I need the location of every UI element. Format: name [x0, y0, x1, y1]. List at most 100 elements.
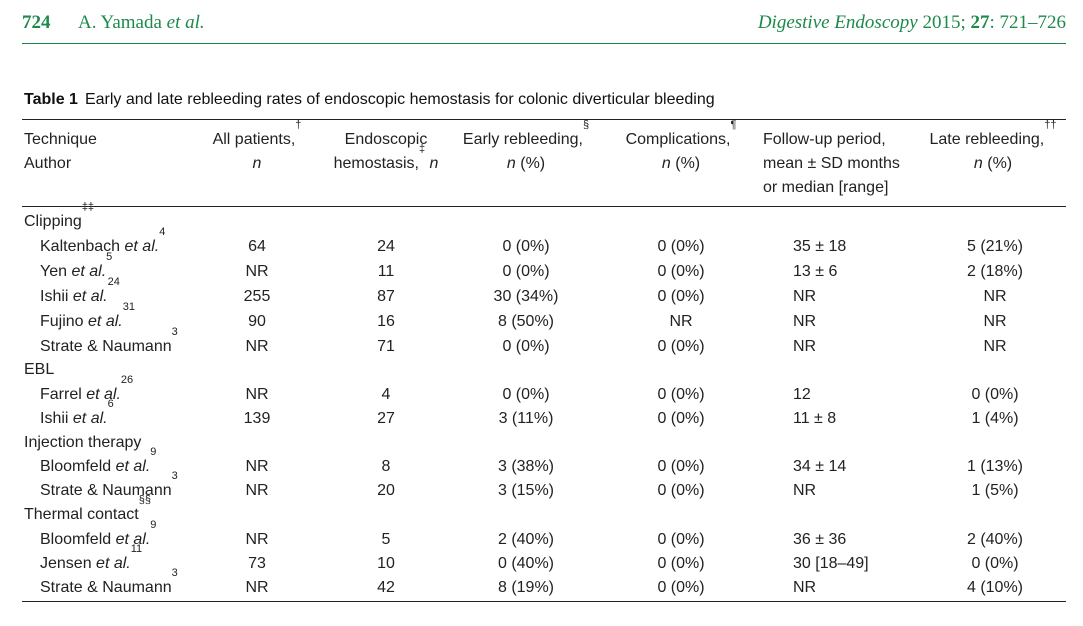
author-cell: Strate & Naumann3: [40, 326, 178, 356]
header-late-rebleeding: Late rebleeding,†† n (%): [929, 119, 1057, 173]
late-rebleeding-cell: 0 (0%): [971, 555, 1019, 572]
complications-cell: 0 (0%): [657, 531, 705, 548]
running-head-authors: A. Yamada et al.: [78, 12, 205, 33]
table-row: Bloomfeld et al.9 NR 5 2 (40%) 0 (0%) 36…: [0, 519, 1083, 552]
running-head-journal: Digestive Endoscopy 2015; 27: 721–726: [757, 12, 1066, 33]
all-patients-cell: 64: [248, 238, 266, 255]
early-rebleeding-cell: 8 (50%): [497, 313, 555, 330]
group-row-ebl: EBL: [0, 358, 1083, 382]
author-cell: Ishii et al.24: [40, 276, 120, 306]
late-rebleeding-cell: 2 (18%): [966, 263, 1024, 280]
author-cell: Yen et al.5: [40, 251, 113, 281]
early-rebleeding-cell: 3 (38%): [497, 458, 555, 475]
table-label: Table 1: [24, 91, 78, 108]
all-patients-cell: NR: [245, 458, 269, 475]
followup-cell: NR: [793, 482, 817, 499]
header-followup: Follow-up period, mean ± SD months or me…: [763, 131, 900, 196]
hemostasis-cell: 10: [377, 555, 395, 572]
followup-cell: 36 ± 36: [793, 531, 847, 548]
header-technique: Technique Author: [24, 131, 97, 172]
hemostasis-cell: 4: [381, 386, 391, 403]
early-rebleeding-cell: 30 (34%): [493, 288, 559, 305]
group-label: Injection therapy: [24, 434, 142, 451]
header-all-patients: All patients,† n: [212, 119, 302, 173]
complications-cell: 0 (0%): [657, 555, 705, 572]
hemostasis-cell: 20: [377, 482, 395, 499]
followup-cell: 13 ± 6: [793, 263, 838, 280]
followup-cell: NR: [793, 579, 817, 596]
followup-cell: 34 ± 14: [793, 458, 847, 475]
hemostasis-cell: 27: [377, 410, 395, 427]
author-cell: Fujino et al.31: [40, 301, 135, 331]
all-patients-cell: NR: [245, 579, 269, 596]
table-row: Ishii et al.6 139 27 3 (11%) 0 (0%) 11 ±…: [0, 398, 1083, 431]
early-rebleeding-cell: 0 (0%): [502, 386, 550, 403]
group-row-clipping: Clipping‡‡: [0, 202, 1083, 234]
followup-cell: NR: [793, 288, 817, 305]
table-caption: Table 1 Early and late rebleeding rates o…: [24, 91, 715, 109]
early-rebleeding-cell: 0 (0%): [502, 338, 550, 355]
table-row: Kaltenbach et al.4 64 24 0 (0%) 0 (0%) 3…: [0, 226, 1083, 259]
table-row: Ishii et al.24 255 87 30 (34%) 0 (0%) NR…: [0, 276, 1083, 309]
complications-cell: 0 (0%): [657, 458, 705, 475]
followup-cell: 30 [18–49]: [793, 555, 869, 572]
followup-cell: 12: [793, 386, 811, 403]
author-cell: Ishii et al.6: [40, 398, 114, 428]
table-row: Yen et al.5 NR 11 0 (0%) 0 (0%) 13 ± 6 2…: [0, 251, 1083, 284]
running-head-rule: [22, 43, 1066, 44]
late-rebleeding-cell: 4 (10%): [966, 579, 1024, 596]
header-bottom-rule: [22, 206, 1066, 207]
complications-cell: 0 (0%): [657, 410, 705, 427]
late-rebleeding-cell: 1 (4%): [971, 410, 1019, 427]
table-top-rule: [22, 119, 1066, 120]
author-cell: Kaltenbach et al.4: [40, 226, 166, 256]
followup-cell: NR: [793, 313, 817, 330]
table-row: Strate & Naumann3 NR 20 3 (15%) 0 (0%) N…: [0, 471, 1083, 503]
all-patients-cell: 73: [248, 555, 266, 572]
complications-cell: 0 (0%): [657, 579, 705, 596]
all-patients-cell: 90: [248, 313, 266, 330]
running-head: 724 A. Yamada et al. Digestive Endoscopy…: [22, 12, 1066, 44]
group-row-thermal-contact: Thermal contact§§: [0, 495, 1083, 527]
complications-cell: 0 (0%): [657, 288, 705, 305]
author-cell: Jensen et al.11: [40, 543, 143, 573]
followup-cell: 11 ± 8: [793, 410, 837, 427]
author-cell: Bloomfeld et al.9: [40, 519, 157, 549]
all-patients-cell: NR: [245, 263, 269, 280]
hemostasis-cell: 5: [381, 531, 391, 548]
table-row: Strate & Naumann3 NR 71 0 (0%) 0 (0%) NR…: [0, 326, 1083, 359]
early-rebleeding-cell: 0 (0%): [502, 238, 550, 255]
complications-cell: 0 (0%): [657, 263, 705, 280]
followup-cell: NR: [793, 338, 817, 355]
page-number: 724: [22, 12, 51, 33]
complications-cell: 0 (0%): [657, 386, 705, 403]
group-label: EBL: [24, 361, 55, 378]
header-complications: Complications,¶ n (%): [625, 119, 737, 173]
complications-cell: 0 (0%): [657, 238, 705, 255]
early-rebleeding-cell: 3 (11%): [498, 410, 554, 427]
group-row-injection-therapy: Injection therapy: [0, 431, 1083, 455]
hemostasis-cell: 71: [377, 338, 395, 355]
complications-cell: 0 (0%): [657, 338, 705, 355]
late-rebleeding-cell: 5 (21%): [966, 238, 1024, 255]
early-rebleeding-cell: 0 (0%): [502, 263, 550, 280]
hemostasis-cell: 16: [377, 313, 395, 330]
complications-cell: NR: [669, 313, 693, 330]
late-rebleeding-cell: 2 (40%): [966, 531, 1024, 548]
table-row: Strate & Naumann3 NR 42 8 (19%) 0 (0%) N…: [0, 568, 1083, 600]
hemostasis-cell: 8: [381, 458, 391, 475]
header-early-rebleeding: Early rebleeding,§ n (%): [462, 119, 590, 173]
all-patients-cell: 139: [243, 410, 271, 427]
all-patients-cell: NR: [245, 386, 269, 403]
hemostasis-cell: 42: [377, 579, 395, 596]
hemostasis-cell: 87: [377, 288, 395, 305]
table-caption-text: Early and late rebleeding rates of endos…: [84, 91, 715, 108]
table-row: Farrel et al.26 NR 4 0 (0%) 0 (0%) 12 0 …: [0, 375, 1083, 407]
all-patients-cell: NR: [245, 338, 269, 355]
late-rebleeding-cell: 0 (0%): [971, 386, 1019, 403]
followup-cell: 35 ± 18: [793, 238, 847, 255]
all-patients-cell: 255: [243, 288, 271, 305]
table-row: Bloomfeld et al.9 NR 8 3 (38%) 0 (0%) 34…: [0, 446, 1083, 479]
author-cell: Bloomfeld et al.9: [40, 446, 157, 476]
late-rebleeding-cell: 1 (5%): [971, 482, 1019, 499]
